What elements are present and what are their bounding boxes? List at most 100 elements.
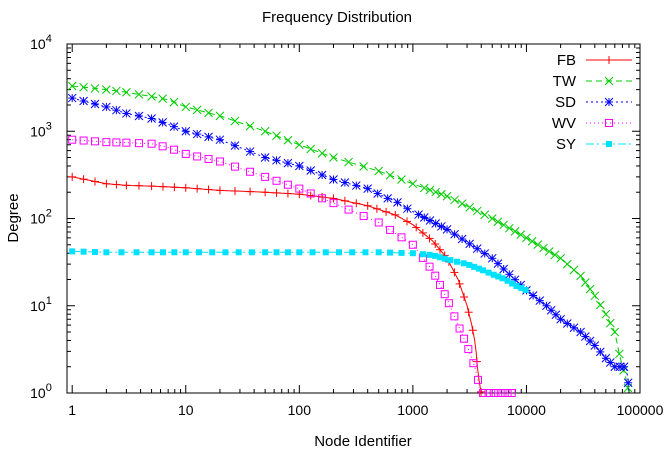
data-point-wv bbox=[431, 271, 440, 280]
y-tick-base: 10 bbox=[30, 298, 46, 314]
data-point-tw bbox=[615, 349, 624, 359]
y-tick-exponent: 1 bbox=[46, 295, 52, 307]
data-point-fb bbox=[403, 217, 412, 226]
data-point-wv bbox=[479, 389, 488, 397]
data-point-wv bbox=[68, 135, 77, 144]
data-point-fb bbox=[90, 177, 99, 186]
data-point-tw bbox=[79, 82, 88, 92]
data-point-sd bbox=[67, 93, 77, 103]
data-point-sy bbox=[485, 269, 492, 276]
data-point-wv bbox=[455, 324, 464, 333]
y-tick-exponent: 3 bbox=[46, 120, 52, 132]
data-point-sy bbox=[447, 257, 454, 264]
data-point-tw bbox=[147, 92, 156, 101]
data-point-fb bbox=[295, 190, 304, 199]
series-fb bbox=[68, 172, 486, 396]
data-point-sd bbox=[383, 194, 393, 203]
data-point-fb bbox=[246, 187, 255, 196]
data-point-wv bbox=[193, 152, 202, 161]
data-point-tw bbox=[317, 148, 327, 158]
data-point-fb bbox=[147, 182, 156, 191]
data-point-tw bbox=[408, 179, 418, 189]
data-point-sd bbox=[457, 234, 467, 244]
data-point-tw bbox=[605, 318, 615, 328]
data-point-wv bbox=[489, 389, 498, 397]
data-point-wv bbox=[90, 137, 99, 146]
data-point-sy bbox=[490, 271, 497, 278]
data-point-sd bbox=[504, 269, 514, 279]
data-point-sd bbox=[102, 102, 111, 112]
data-point-sd bbox=[192, 129, 202, 139]
data-point-sy bbox=[504, 277, 511, 284]
data-point-wv bbox=[464, 345, 473, 354]
data-point-fb bbox=[306, 191, 315, 200]
data-point-fb bbox=[215, 186, 224, 195]
data-point-fb bbox=[329, 194, 338, 203]
data-point-fb bbox=[340, 196, 349, 205]
data-point-tw bbox=[230, 116, 240, 126]
data-point-tw bbox=[283, 135, 293, 145]
data-point-sy bbox=[499, 275, 506, 282]
data-point-wv bbox=[425, 262, 434, 271]
data-point-fb bbox=[204, 185, 213, 194]
data-point-sd bbox=[450, 229, 459, 239]
data-point-wv bbox=[359, 212, 368, 221]
data-point-tw bbox=[245, 121, 255, 131]
y-tick-label: 104 bbox=[30, 33, 52, 52]
data-point-tw bbox=[67, 81, 77, 91]
data-point-tw bbox=[601, 309, 611, 319]
data-point-fb bbox=[464, 308, 473, 317]
data-point-sd bbox=[306, 166, 316, 175]
data-point-tw bbox=[419, 183, 429, 193]
series-line-fb bbox=[72, 176, 482, 394]
data-point-wv bbox=[147, 139, 156, 148]
x-tick-label: 1 bbox=[68, 402, 76, 418]
data-point-fb bbox=[112, 180, 121, 189]
data-point-wv bbox=[450, 312, 459, 321]
x-tick-label: 10000 bbox=[507, 402, 546, 418]
data-point-tw bbox=[158, 94, 167, 103]
data-point-wv bbox=[435, 280, 444, 289]
data-point-fb bbox=[435, 245, 444, 254]
series-sd bbox=[67, 93, 633, 394]
data-point-tw bbox=[590, 291, 600, 301]
data-point-wv bbox=[386, 225, 395, 234]
data-point-sd bbox=[294, 161, 304, 171]
data-point-tw bbox=[510, 227, 520, 236]
data-point-fb bbox=[170, 183, 179, 192]
data-point-sy bbox=[284, 249, 291, 256]
data-point-tw bbox=[516, 230, 526, 239]
data-point-fb bbox=[193, 184, 202, 193]
data-point-fb bbox=[455, 279, 464, 288]
data-point-sd bbox=[112, 105, 121, 115]
data-point-sy bbox=[159, 249, 166, 256]
data-point-fb bbox=[382, 207, 391, 216]
data-point-sd bbox=[556, 314, 565, 324]
series-wv bbox=[68, 135, 516, 397]
data-point-tw bbox=[527, 236, 537, 246]
data-point-sy bbox=[409, 250, 416, 257]
data-point-sy bbox=[235, 249, 242, 256]
data-point-sd bbox=[542, 301, 551, 311]
data-point-wv bbox=[494, 389, 503, 397]
data-point-tw bbox=[397, 175, 406, 184]
data-point-wv bbox=[460, 334, 469, 343]
x-tick-label: 10 bbox=[178, 402, 194, 418]
data-point-sy bbox=[195, 249, 202, 256]
data-point-sd bbox=[480, 249, 490, 258]
data-point-wv bbox=[181, 149, 190, 158]
data-point-tw bbox=[294, 140, 304, 150]
data-point-tw bbox=[576, 271, 585, 281]
data-point-sd bbox=[590, 341, 600, 350]
data-point-tw bbox=[569, 265, 579, 275]
data-point-tw bbox=[522, 233, 531, 243]
legend-marker-sy bbox=[606, 141, 612, 147]
data-point-fb bbox=[272, 188, 281, 197]
data-point-sd bbox=[122, 109, 131, 118]
data-point-sy bbox=[296, 249, 303, 256]
data-point-tw bbox=[487, 214, 497, 223]
data-point-sy bbox=[375, 249, 382, 256]
data-point-sd bbox=[569, 323, 579, 333]
data-point-wv bbox=[374, 218, 383, 227]
